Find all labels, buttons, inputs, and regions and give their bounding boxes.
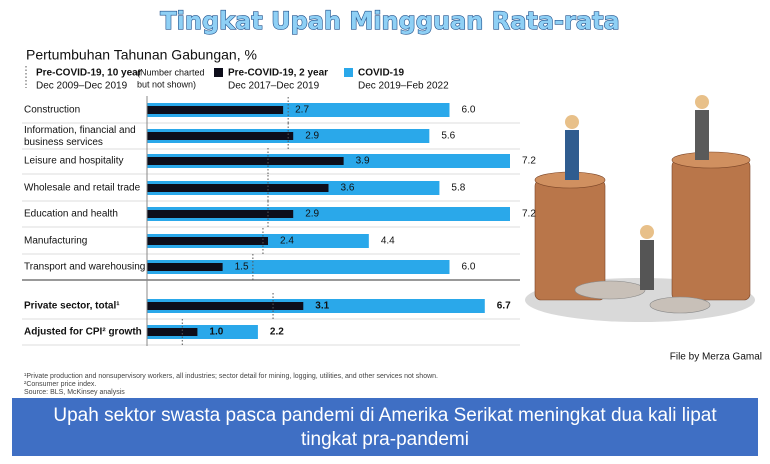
bar (147, 184, 329, 192)
banner-text: Upah sektor swasta pasca pandemi di Amer… (53, 405, 717, 426)
bar (147, 328, 198, 336)
value-label: 2.2 (270, 327, 284, 338)
category-label: Adjusted for CPI² growth (24, 327, 142, 338)
value-label: 6.0 (462, 262, 476, 273)
value-label: 1.5 (235, 262, 249, 273)
legend-label: Pre-COVID-19, 2 year (228, 68, 328, 79)
category-label: Manufacturing (24, 236, 87, 247)
worker (640, 240, 654, 290)
value-label: 3.6 (341, 183, 355, 194)
legend-marker (344, 68, 353, 77)
photo-credit: File by Merza Gamal (670, 352, 762, 363)
coin (574, 280, 646, 300)
bar (147, 302, 304, 310)
footnote: ¹Private production and nonsupervisory w… (24, 373, 438, 380)
category-label: Private sector, total¹ (24, 301, 120, 312)
page-title: Tingkat Upah Mingguan Rata-rata (160, 7, 619, 35)
legend-note: but not shown) (137, 79, 196, 89)
worker-head (565, 115, 579, 129)
bar (147, 263, 223, 271)
value-label: 1.0 (209, 327, 223, 338)
coin (649, 296, 711, 314)
value-label: 2.9 (305, 209, 319, 220)
legend-period: Dec 2017–Dec 2019 (228, 81, 320, 92)
value-label: 3.9 (356, 156, 370, 167)
worker (565, 130, 579, 180)
banner-text: tingkat pra-pandemi (301, 429, 469, 450)
bar (147, 132, 294, 140)
coin-top (671, 151, 751, 169)
footnote: Source: BLS, McKinsey analysis (24, 389, 125, 396)
value-label: 6.0 (462, 105, 476, 116)
value-label: 5.8 (451, 183, 465, 194)
value-label: 2.4 (280, 236, 294, 247)
category-label: Information, financial and business serv… (24, 125, 139, 148)
category-label: Transport and warehousing (24, 262, 145, 273)
value-label: 2.9 (305, 131, 319, 142)
value-label: 7.2 (522, 209, 536, 220)
legend-label: COVID-19 (358, 68, 405, 79)
category-label: Wholesale and retail trade (24, 183, 141, 194)
footnote: ²Consumer price index. (24, 381, 96, 388)
category-label: Education and health (24, 209, 118, 220)
value-label: 6.7 (497, 301, 511, 312)
value-label: 7.2 (522, 156, 536, 167)
value-label: 3.1 (315, 301, 329, 312)
bar (147, 210, 294, 218)
category-label: Leisure and hospitality (24, 156, 124, 167)
legend-period: Dec 2009–Dec 2019 (36, 81, 128, 92)
banner (12, 398, 758, 456)
worker-head (640, 225, 654, 239)
value-label: 5.6 (441, 131, 455, 142)
bar (147, 106, 284, 114)
worker (695, 110, 709, 160)
legend-period: Dec 2019–Feb 2022 (358, 81, 449, 92)
legend-note: (Number charted (137, 67, 205, 77)
chart-subtitle: Pertumbuhan Tahunan Gabungan, % (26, 47, 257, 63)
bar (147, 237, 268, 245)
value-label: 2.7 (295, 105, 309, 116)
value-label: 4.4 (381, 236, 395, 247)
legend-label: Pre-COVID-19, 10 year (36, 68, 142, 79)
category-label: Construction (24, 105, 80, 116)
worker-head (695, 95, 709, 109)
legend-marker (214, 68, 223, 77)
photo (525, 80, 768, 340)
coin-stack (671, 159, 751, 301)
bar (147, 157, 344, 165)
